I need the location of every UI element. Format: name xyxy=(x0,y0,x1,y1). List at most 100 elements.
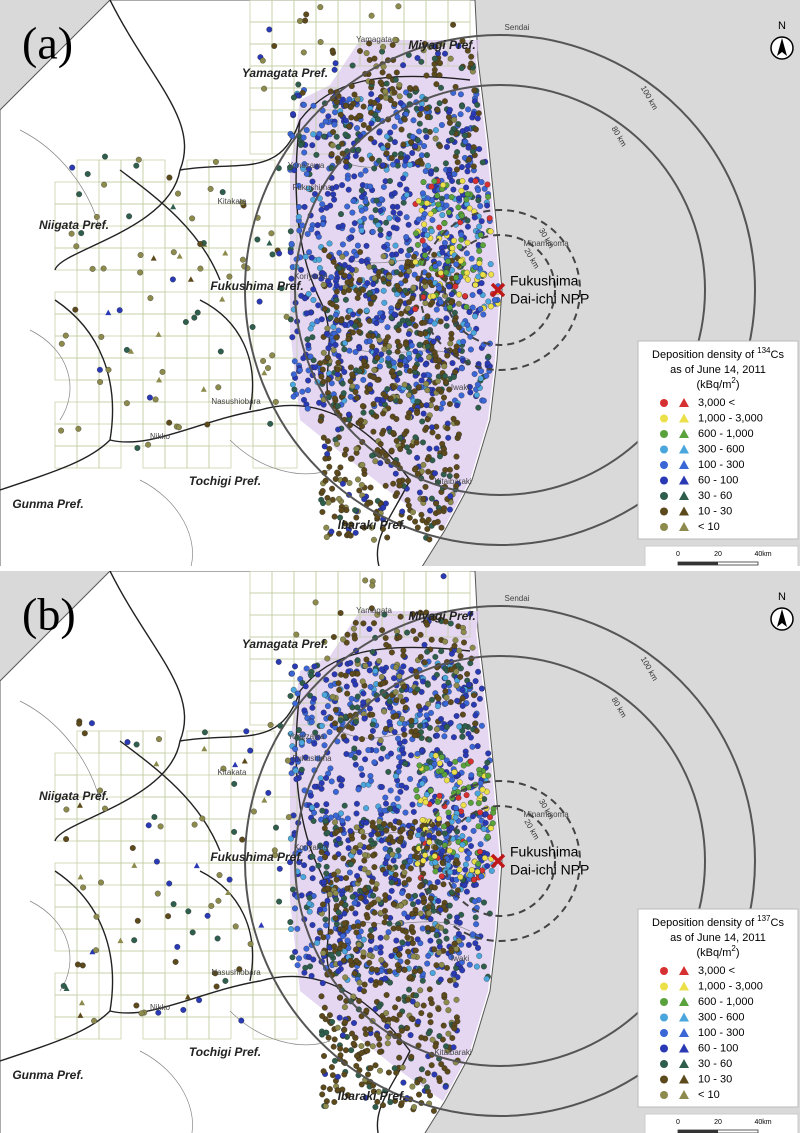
measurement-dot xyxy=(387,231,393,237)
measurement-dot xyxy=(449,292,455,298)
measurement-dot xyxy=(488,229,494,235)
measurement-dot xyxy=(468,800,474,806)
measurement-dot xyxy=(340,481,346,487)
measurement-dot xyxy=(385,837,391,843)
measurement-dot xyxy=(368,978,374,984)
legend-circle xyxy=(660,1091,668,1099)
measurement-dot xyxy=(441,824,447,830)
measurement-dot xyxy=(391,210,397,216)
measurement-dot xyxy=(338,465,344,471)
measurement-dot xyxy=(333,890,339,896)
measurement-dot xyxy=(346,336,352,342)
measurement-dot xyxy=(267,27,273,33)
measurement-dot xyxy=(250,324,256,330)
measurement-dot xyxy=(368,778,374,784)
measurement-dot xyxy=(406,987,412,993)
measurement-dot xyxy=(408,830,414,836)
measurement-dot xyxy=(456,931,462,937)
measurement-dot xyxy=(436,831,442,837)
measurement-dot xyxy=(359,1050,365,1056)
measurement-dot xyxy=(314,940,320,946)
measurement-dot xyxy=(413,323,419,329)
measurement-dot xyxy=(463,867,469,873)
measurement-dot xyxy=(478,368,484,374)
measurement-dot xyxy=(387,363,393,369)
measurement-dot xyxy=(268,722,274,728)
measurement-dot xyxy=(321,1053,327,1059)
measurement-dot xyxy=(382,908,388,914)
measurement-dot xyxy=(349,256,355,262)
legend-circle xyxy=(660,430,668,438)
measurement-dot xyxy=(454,683,460,689)
measurement-dot xyxy=(76,191,82,197)
place-label: Fukushima Pref. xyxy=(210,279,303,293)
measurement-dot xyxy=(359,188,365,194)
legend-circle xyxy=(660,523,668,531)
measurement-dot xyxy=(346,845,352,851)
measurement-dot xyxy=(297,228,303,234)
measurement-dot xyxy=(325,438,331,444)
measurement-dot xyxy=(377,1042,383,1048)
measurement-dot xyxy=(450,360,456,366)
measurement-dot xyxy=(357,842,363,848)
measurement-dot xyxy=(359,194,365,200)
scale-label: 0 xyxy=(676,1119,680,1126)
measurement-dot xyxy=(440,182,446,188)
measurement-dot xyxy=(414,440,420,446)
measurement-dot xyxy=(427,1012,433,1018)
measurement-dot xyxy=(441,395,447,401)
measurement-dot xyxy=(383,89,389,95)
measurement-dot xyxy=(170,277,176,283)
measurement-dot xyxy=(485,182,491,188)
measurement-dot xyxy=(438,85,444,91)
measurement-dot xyxy=(406,299,412,305)
measurement-dot xyxy=(435,799,441,805)
measurement-dot xyxy=(371,620,377,626)
measurement-dot xyxy=(353,682,359,688)
measurement-dot xyxy=(154,859,160,865)
measurement-dot xyxy=(376,658,382,664)
measurement-dot xyxy=(321,350,327,356)
measurement-dot xyxy=(353,762,359,768)
measurement-dot xyxy=(328,815,334,821)
measurement-dot xyxy=(409,924,415,930)
measurement-dot xyxy=(166,420,172,426)
measurement-dot xyxy=(398,789,404,795)
measurement-dot xyxy=(478,306,484,312)
measurement-dot xyxy=(447,507,453,513)
measurement-dot xyxy=(416,129,422,135)
measurement-dot xyxy=(338,112,344,118)
measurement-dot xyxy=(324,801,330,807)
measurement-dot xyxy=(124,400,130,406)
measurement-dot xyxy=(214,984,220,990)
measurement-dot xyxy=(470,292,476,298)
measurement-dot xyxy=(383,95,389,101)
measurement-dot xyxy=(419,153,425,159)
measurement-dot xyxy=(475,743,481,749)
measurement-dot xyxy=(398,151,404,157)
measurement-dot xyxy=(365,280,371,286)
measurement-dot xyxy=(470,645,476,651)
measurement-dot xyxy=(407,515,413,521)
measurement-dot xyxy=(395,114,401,120)
measurement-dot xyxy=(407,776,413,782)
measurement-dot xyxy=(413,231,419,237)
place-label: Ibaraki Pref. xyxy=(338,1089,407,1103)
measurement-dot xyxy=(406,449,412,455)
measurement-dot xyxy=(176,425,182,431)
measurement-dot xyxy=(406,331,412,337)
measurement-dot xyxy=(348,115,354,121)
measurement-dot xyxy=(410,802,416,808)
measurement-dot xyxy=(321,710,327,716)
measurement-dot xyxy=(364,657,370,663)
measurement-dot xyxy=(80,963,86,969)
measurement-dot xyxy=(456,301,462,307)
measurement-dot xyxy=(357,277,363,283)
measurement-dot xyxy=(333,813,339,819)
measurement-dot xyxy=(345,938,351,944)
measurement-dot xyxy=(360,403,366,409)
legend-isotope: Cs xyxy=(771,349,785,361)
measurement-dot xyxy=(301,874,307,880)
measurement-dot xyxy=(345,176,351,182)
measurement-dot xyxy=(380,505,386,511)
